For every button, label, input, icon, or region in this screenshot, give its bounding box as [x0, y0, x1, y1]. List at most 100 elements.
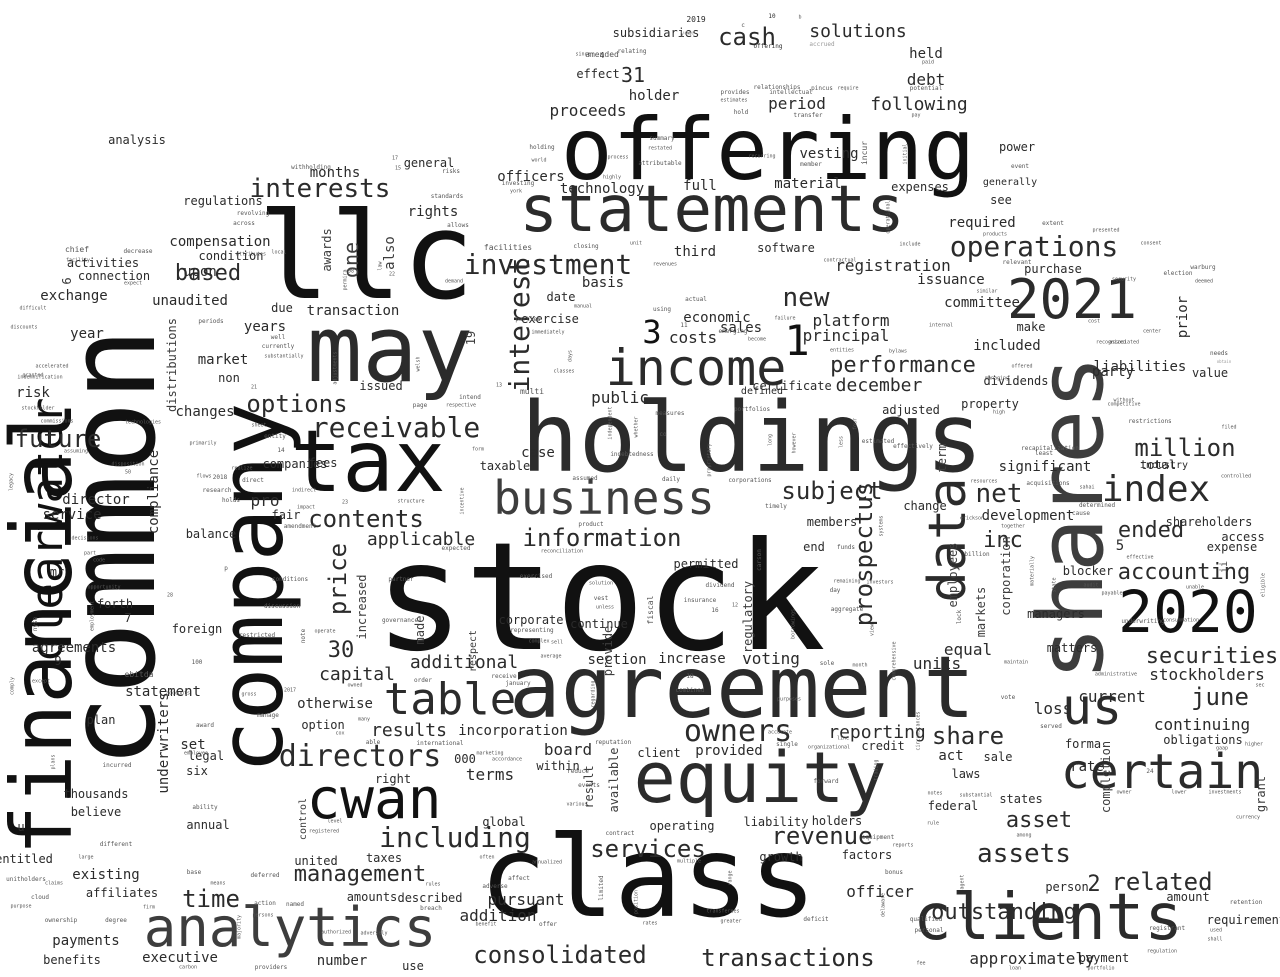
word-respect: respect [468, 629, 479, 673]
word-balance: balance [185, 527, 237, 541]
word-continue: continue [570, 617, 628, 631]
word-accrued: accrued [809, 41, 835, 48]
word-board: board [543, 740, 593, 759]
word-amended: amended [585, 50, 619, 59]
word-2017: 2017 [283, 687, 297, 694]
word-fee: fee [916, 960, 926, 967]
word-3: 3 [642, 313, 662, 351]
word-net: net [975, 479, 1023, 509]
word-products: products [982, 231, 1008, 238]
word-sole: sole [819, 660, 835, 667]
word-shall: shall [1207, 936, 1223, 943]
word-initial: initial [902, 143, 909, 165]
word-market: market [197, 352, 249, 368]
word-cloud: cloud [30, 894, 50, 901]
word-presented: presented [1092, 227, 1120, 234]
word-matters: matters [1046, 641, 1098, 655]
word-rights: rights [407, 204, 459, 220]
word-exchange: exchange [40, 288, 108, 304]
word-adversely: adversely [360, 930, 388, 937]
word-15: 15 [394, 165, 402, 172]
word-greater: greater [720, 918, 742, 925]
word-similar: similar [976, 288, 998, 295]
word-june: june [1191, 683, 1249, 711]
word-relationships: relationships [753, 84, 801, 91]
word-multi: multi [519, 387, 545, 396]
word-among: among [1016, 832, 1032, 839]
word-world: world [531, 157, 547, 164]
word-cox: cox [335, 730, 345, 737]
word-authorized: authorized [320, 929, 352, 936]
word-majority: majority [236, 914, 243, 940]
word-provides: provides [720, 89, 750, 96]
word-pursuant: pursuant [487, 890, 565, 909]
word-subject: subject [781, 477, 883, 505]
word-included: included [973, 338, 1041, 354]
word-11: 11 [680, 322, 688, 329]
word-managers: managers [1027, 607, 1085, 621]
word-amendment: amendment [283, 523, 317, 530]
word-recurring: recurring [748, 153, 776, 160]
word-distributions: distributions [165, 318, 179, 412]
word-c: c [741, 22, 745, 29]
word-lock: lock [956, 609, 963, 625]
word-delaware: delaware [880, 892, 887, 918]
word-effect: effect [576, 67, 620, 81]
word-benefit: benefit [475, 921, 497, 928]
word-failure: failure [774, 315, 796, 322]
word-associated: associated [1108, 339, 1140, 346]
word-nyse: nyse [32, 616, 39, 632]
word-reports: reports [892, 842, 914, 849]
word-page: page [412, 402, 428, 409]
word-securities: securities [1145, 644, 1279, 669]
word-offered: offered [1011, 363, 1033, 370]
word-corporation: corporation [999, 536, 1013, 616]
word-regulations: regulations [183, 194, 263, 208]
word-analysis: analysis [108, 133, 166, 147]
word-difficult: difficult [19, 305, 47, 312]
word-without: without [1113, 397, 1135, 404]
word-forward: forward [813, 778, 839, 785]
word-investors: investors [866, 579, 894, 586]
word-systems: systems [878, 515, 885, 537]
word-pro: pro [250, 491, 280, 510]
word-comprehensive: comprehensive [891, 641, 898, 681]
word-markets: markets [974, 586, 988, 638]
word-amount: amount [1166, 890, 1210, 904]
word-operate: operate [314, 628, 336, 635]
word-structure: structure [397, 498, 425, 505]
word-50: 50 [124, 469, 132, 476]
word-code: code [92, 557, 106, 564]
word-effective: effective [1126, 554, 1154, 561]
word-paid: paid [921, 59, 935, 66]
word-option: option [301, 718, 345, 732]
word-research: research [202, 487, 232, 494]
word-21: 21 [250, 384, 258, 391]
word-firm: firm [142, 904, 156, 911]
word-regulatory: regulatory [741, 580, 755, 654]
word-dividend: dividend [705, 582, 735, 589]
word-make: make [1016, 320, 1046, 334]
word-holding: holding [529, 144, 555, 151]
word-offering: offering [560, 100, 976, 200]
word-subsidiaries: subsidiaries [612, 26, 700, 40]
word-currently: currently [261, 343, 295, 350]
word-2: 2 [1087, 872, 1101, 897]
word-approximately: approximately [969, 949, 1095, 968]
word-share: share [931, 722, 1005, 750]
word-opportunity: opportunity [87, 584, 121, 591]
word-assuming: assuming [63, 448, 89, 455]
word-clients: clients [913, 881, 1183, 955]
word-rule: rule [926, 820, 940, 827]
word-providers: providers [254, 964, 288, 971]
word-estimated: estimated [861, 438, 895, 445]
word-manage: manage [257, 712, 279, 719]
word-class: class [479, 813, 817, 943]
word-maintain: maintain [1003, 659, 1029, 666]
word-require: require [837, 85, 859, 92]
word-holdings: holdings [520, 382, 984, 494]
word-highly: highly [602, 174, 622, 181]
word-forth: forth [96, 597, 134, 611]
word-acquisitions: acquisitions [1026, 480, 1070, 487]
word-rate: rate [1070, 759, 1104, 775]
